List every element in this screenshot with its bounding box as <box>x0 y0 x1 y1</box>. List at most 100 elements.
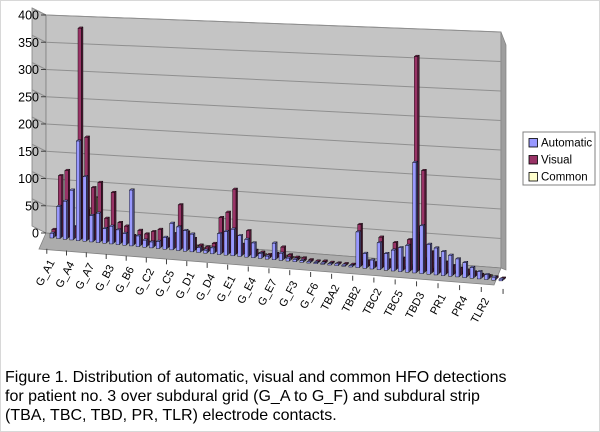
bar-side-face <box>228 210 231 255</box>
bar-side-face <box>99 211 102 244</box>
figure-caption: Figure 1. Distribution of automatic, vis… <box>5 368 597 425</box>
bar-side-face <box>222 215 225 254</box>
bar-side-face <box>72 188 75 241</box>
gridline-side <box>31 171 47 179</box>
gridline <box>45 123 502 151</box>
bar-automatic <box>149 241 154 249</box>
bar-side-face <box>460 266 463 276</box>
bar-automatic <box>251 242 256 258</box>
bar-side-face <box>474 270 477 278</box>
bar-side-face <box>220 232 223 255</box>
bar-group <box>498 276 507 282</box>
caption-line: (TBA, TBC, TBD, PR, TLR) electrode conta… <box>5 407 337 424</box>
hfo-distribution-3d-bar-chart: 050100150200250300350400G_A1G_A4G_A7G_B3… <box>18 7 596 325</box>
bar-automatic <box>56 206 61 239</box>
bar-automatic <box>448 255 453 277</box>
bar-automatic <box>341 264 346 267</box>
bar-automatic <box>230 229 235 257</box>
bar-automatic <box>498 278 503 282</box>
bar-automatic <box>82 176 87 242</box>
x-tick-label: TBC2 <box>361 287 385 317</box>
bar-side-face <box>215 241 218 253</box>
bar-automatic <box>210 247 214 255</box>
bar-group <box>397 246 408 273</box>
x-tick-label: G_F3 <box>277 279 301 309</box>
bar-group <box>69 188 79 241</box>
bar-automatic <box>142 239 147 248</box>
bar-side-face <box>249 229 252 257</box>
bar-side-face <box>263 250 266 258</box>
bar-side-face <box>410 238 413 272</box>
bar-automatic <box>313 262 318 264</box>
bar-side-face <box>174 231 177 249</box>
bar-side-face <box>154 229 157 247</box>
bar-side-face <box>140 228 143 246</box>
bar-side-face <box>92 213 95 243</box>
bar-automatic <box>348 265 353 268</box>
bar-automatic <box>441 251 445 276</box>
back-wall-edge <box>500 31 507 271</box>
bar-group <box>320 259 329 265</box>
bar-group <box>440 249 451 277</box>
bar-automatic <box>203 250 208 254</box>
bar-automatic <box>433 247 438 276</box>
bar-automatic <box>237 235 242 257</box>
y-tick-label: 50 <box>25 199 39 213</box>
bar-automatic <box>369 259 374 270</box>
bar-automatic <box>292 259 297 262</box>
y-tick-label: 400 <box>18 9 39 23</box>
bar-side-face <box>401 246 404 273</box>
bar-automatic <box>156 241 160 249</box>
bar-automatic <box>484 274 489 280</box>
bar-group <box>341 261 350 267</box>
bar-side-face <box>119 228 122 246</box>
bar-automatic <box>278 253 283 261</box>
bar-side-face <box>213 246 216 255</box>
bar-side-face <box>394 248 397 272</box>
bar-group <box>327 260 336 266</box>
bar-group <box>383 251 394 271</box>
bar-automatic <box>135 235 140 247</box>
bar-side-face <box>179 225 182 251</box>
bar-group <box>75 26 86 242</box>
bar-side-face <box>234 227 237 257</box>
bar-side-face <box>453 264 456 276</box>
bar-automatic <box>89 215 94 243</box>
bar-side-face <box>275 241 278 261</box>
bar-automatic <box>109 226 113 245</box>
bar-automatic <box>271 242 276 260</box>
bar-side-face <box>487 273 490 281</box>
bar-group <box>306 258 315 264</box>
bar-automatic <box>455 258 460 278</box>
bar-side-face <box>373 258 376 270</box>
bar-side-face <box>181 203 184 250</box>
x-tick-label: TBB2 <box>340 285 364 315</box>
bar-automatic <box>196 247 201 253</box>
bar-side-face <box>277 251 280 259</box>
bar-automatic <box>258 253 262 259</box>
bar-side-face <box>422 224 425 275</box>
bar-automatic <box>122 233 127 246</box>
bar-group <box>95 180 106 244</box>
x-tick-label: TBA2 <box>319 283 343 313</box>
bar-automatic <box>405 245 410 273</box>
bar-side-face <box>282 251 285 261</box>
bar-automatic <box>244 239 249 258</box>
bar-side-face <box>417 54 420 272</box>
bar-side-face <box>159 239 162 249</box>
bar-side-face <box>396 240 399 270</box>
bar-side-face <box>415 160 418 274</box>
bar-side-face <box>145 238 148 248</box>
gridline <box>45 96 502 121</box>
gridline-side <box>31 143 47 152</box>
bar-automatic <box>362 253 367 269</box>
x-tick-label: TBD3 <box>404 290 428 320</box>
bar-automatic <box>469 267 474 279</box>
bar-side-face <box>480 269 483 280</box>
bar-side-face <box>235 187 238 255</box>
bar-group <box>244 229 254 258</box>
gridline-side <box>31 62 47 70</box>
bar-automatic <box>182 230 187 252</box>
bar-side-face <box>403 256 406 271</box>
bar-group <box>412 54 422 274</box>
